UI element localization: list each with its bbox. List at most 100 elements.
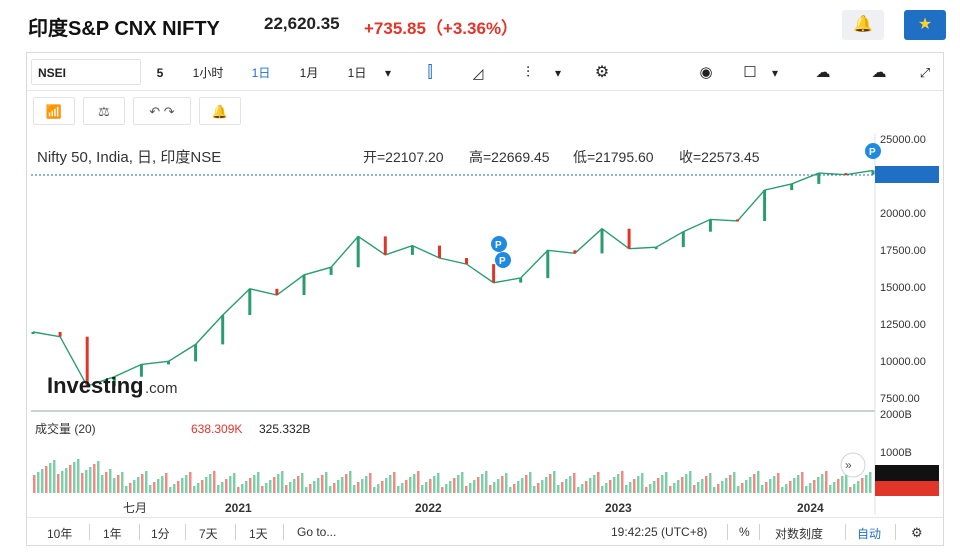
range-10y-button[interactable]: 10年 — [47, 527, 73, 541]
volume-bar — [525, 475, 528, 493]
volume-bar — [193, 486, 196, 493]
area-chart-icon[interactable]: ◿ — [472, 65, 484, 81]
interval-select[interactable]: 1日 — [347, 66, 367, 80]
volume-bar — [789, 481, 792, 493]
y-tick-label: 17500.00 — [880, 245, 926, 257]
volume-bar — [589, 478, 592, 493]
candle — [736, 219, 739, 222]
interval-dropdown-icon[interactable]: ▾ — [384, 66, 392, 80]
clock-readout[interactable]: 19:42:25 (UTC+8) — [611, 525, 708, 539]
auto-scale-button[interactable]: 自动 — [857, 527, 882, 541]
candles-chart-icon[interactable]: ⫿ — [427, 64, 433, 81]
price-chart[interactable]: 25000.0022573.4520000.0017500.0015000.00… — [27, 53, 943, 547]
settings-gear-icon[interactable]: ⚙ — [911, 525, 923, 540]
undo-redo-icon[interactable]: ↶ ↷ — [133, 97, 191, 125]
volume-bar — [565, 479, 568, 493]
volume-bar — [345, 474, 348, 493]
volume-bar — [465, 486, 468, 493]
volume-bar — [305, 487, 308, 493]
camera-icon[interactable]: ◉ — [699, 64, 713, 81]
volume-bar — [865, 475, 868, 493]
interval-1h-button[interactable]: 1小时 — [192, 66, 224, 80]
compare-scale-icon[interactable]: ⚖ — [83, 97, 125, 125]
color-dropdown-icon[interactable]: ▾ — [771, 66, 779, 80]
candle — [654, 247, 658, 250]
settings-gear-icon[interactable]: ⚙ — [594, 64, 610, 81]
volume-bar — [801, 472, 804, 493]
cloud-download-icon[interactable]: ☁ — [815, 64, 831, 81]
range-separator — [235, 524, 236, 540]
event-marker[interactable] — [491, 236, 507, 252]
volume-bar — [753, 474, 756, 493]
candle — [221, 315, 225, 345]
volume-bar — [625, 485, 628, 493]
volume-bar — [341, 477, 344, 493]
cloud-upload-icon[interactable]: ☁ — [871, 64, 887, 81]
candle — [708, 219, 712, 232]
event-marker[interactable] — [865, 143, 881, 159]
legend-close: 收=22573.45 — [679, 149, 760, 165]
y-tick-label: 25000.00 — [880, 134, 926, 146]
volume-bar — [645, 487, 648, 493]
volume-bar — [61, 471, 64, 493]
candle — [681, 231, 685, 248]
color-box-icon[interactable]: ☐ — [743, 64, 757, 81]
volume-bar — [685, 474, 688, 493]
interval-1m-button[interactable]: 1月 — [299, 66, 319, 80]
x-tick-label: 2022 — [415, 501, 442, 515]
event-marker[interactable] — [495, 252, 511, 268]
volume-bar — [557, 485, 560, 493]
watchlist-button[interactable]: ★ — [904, 10, 946, 40]
volume-bar — [469, 483, 472, 493]
volume-bar — [605, 483, 608, 493]
add-alert-button[interactable]: 🔔 — [842, 10, 884, 40]
volume-bar — [97, 461, 100, 493]
range-1y-button[interactable]: 1年 — [103, 527, 122, 541]
volume-series — [33, 459, 872, 493]
interval-1d-button[interactable]: 1日 — [251, 66, 271, 80]
interval-5-button[interactable]: 5 — [156, 66, 164, 80]
volume-bar — [641, 473, 644, 493]
symbol-input[interactable]: NSEI — [31, 59, 141, 85]
double-chevron-right-icon: » — [845, 458, 852, 472]
last-price: 22,620.35 — [264, 14, 340, 33]
range-separator — [89, 524, 90, 540]
volume-bar — [773, 476, 776, 493]
fullscreen-icon[interactable]: ⤢ — [919, 65, 931, 80]
volume-bar — [217, 485, 220, 493]
volume-bar — [445, 484, 448, 493]
volume-bar — [149, 485, 152, 493]
volume-bar — [737, 486, 740, 493]
scroll-right-button[interactable] — [840, 452, 866, 478]
volume-bar — [669, 486, 672, 493]
range-1m-button[interactable]: 1分 — [151, 527, 170, 541]
indicator-icon[interactable]: ⫶ — [526, 64, 530, 81]
volume-bar — [529, 472, 532, 493]
candle — [763, 190, 767, 221]
goto-date-button[interactable]: Go to... — [297, 525, 337, 539]
range-7d-button[interactable]: 7天 — [199, 527, 218, 541]
indicators-icon[interactable]: 📶 — [33, 97, 75, 125]
volume-bar — [57, 474, 60, 493]
percent-scale-button[interactable]: % — [739, 525, 750, 539]
volume-label: 成交量 (20) — [35, 421, 96, 436]
bell-plus-icon[interactable]: 🔔 — [199, 97, 241, 125]
indicator-dropdown-icon[interactable]: ▾ — [554, 66, 562, 80]
x-tick-label: 2023 — [605, 501, 632, 515]
volume-bar — [377, 484, 380, 493]
volume-bar — [805, 486, 808, 493]
volume-bar — [825, 471, 828, 493]
volume-bar — [765, 482, 768, 493]
event-marker-label: P — [869, 147, 876, 158]
range-1d-button[interactable]: 1天 — [249, 527, 268, 541]
volume-bar — [265, 483, 268, 493]
volume-bar — [601, 486, 604, 493]
log-scale-button[interactable]: 对数刻度 — [775, 527, 824, 541]
volume-bar — [577, 487, 580, 493]
candle — [31, 332, 35, 334]
volume-bar — [389, 475, 392, 493]
x-tick-label: 2024 — [797, 501, 824, 515]
volume-bar — [705, 476, 708, 493]
volume-bar — [549, 474, 552, 493]
volume-bar — [621, 471, 624, 493]
